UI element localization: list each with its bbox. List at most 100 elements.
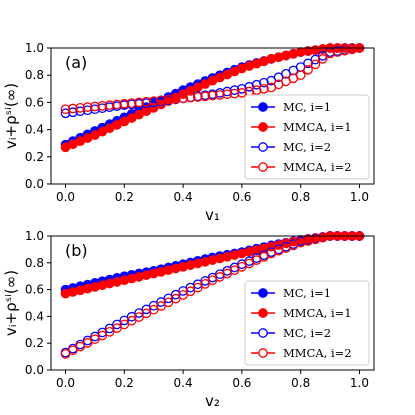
y-tick-label: 0.2: [25, 336, 44, 350]
data-point: [156, 297, 166, 307]
data-point: [97, 327, 108, 338]
panel-label: (b): [65, 241, 88, 260]
legend-entry: MC, i=2: [283, 140, 331, 154]
y-tick-label: 0.8: [25, 68, 44, 82]
chart-panel-1: 0.0 0.2 0.4 0.6 0.8 1.0 0.0 0.2 0.4 0.6 0.8 1.0 v₁ vᵢ…: [2, 41, 375, 224]
data-point: [112, 319, 122, 330]
x-tick-label: 0.2: [115, 190, 134, 204]
data-point: [163, 94, 174, 105]
data-point: [339, 45, 350, 56]
axes-frame: [50, 47, 375, 185]
data-point: [134, 312, 144, 322]
data-point: [112, 99, 122, 110]
y-tick-label: 0.4: [25, 309, 44, 323]
x-tick-label: 0.8: [291, 190, 310, 204]
data-point: [148, 96, 159, 106]
data-point: [104, 100, 115, 110]
legend-marker: [258, 288, 268, 298]
legend-marker: [258, 122, 268, 132]
legend: MC, i=1 MMCA, i=1 MC, i=2 MMCA, i=2: [244, 280, 370, 366]
data-point: [303, 236, 313, 246]
data-point: [97, 100, 108, 111]
y-tick-label: 1.0: [25, 229, 44, 243]
legend-entry: MMCA, i=2: [283, 346, 352, 360]
y-tick-label: 1.0: [25, 41, 44, 55]
data-point: [119, 98, 130, 109]
y-tick-label: 0.8: [25, 256, 44, 270]
legend-entry: MC, i=2: [283, 326, 331, 340]
x-tick-label: 0.6: [232, 376, 251, 390]
y-tick-label: 0.6: [25, 95, 44, 109]
y-tick-label: 0.6: [25, 283, 44, 297]
legend-marker: [258, 162, 268, 172]
data-point: [251, 85, 262, 96]
data-point: [178, 93, 188, 104]
data-point: [317, 54, 328, 64]
x-tick-label: 1.0: [350, 376, 369, 390]
data-point: [237, 88, 247, 98]
x-axis-label: v₁: [205, 206, 220, 224]
legend-marker: [258, 328, 268, 338]
data-point: [68, 103, 78, 114]
data-point: [82, 338, 93, 348]
data-point: [303, 58, 313, 69]
x-tick-label: 0.0: [56, 190, 75, 204]
data-point: [134, 97, 144, 108]
data-point: [295, 70, 306, 81]
series-2: [60, 231, 365, 299]
data-point: [75, 102, 86, 113]
data-point: [170, 94, 181, 104]
data-point: [141, 96, 152, 107]
x-tick-label: 0.4: [174, 190, 193, 204]
data-point: [207, 90, 218, 101]
axes-frame: [50, 235, 375, 371]
data-point: [185, 92, 196, 103]
data-point: [229, 88, 240, 99]
x-tick-label: 0.8: [291, 376, 310, 390]
data-point: [156, 95, 166, 106]
data-point: [222, 89, 233, 100]
x-axis-label: v₂: [205, 392, 220, 410]
legend-marker: [258, 348, 268, 358]
data-point: [126, 311, 137, 322]
legend-entry: MMCA, i=1: [283, 120, 352, 134]
y-axis-label: vᵢ+ρˢⁱ(∞): [2, 270, 20, 336]
data-point: [82, 102, 93, 113]
legend: MC, i=1 MMCA, i=1 MC, i=2 MMCA, i=2: [244, 94, 370, 180]
data-point: [60, 108, 71, 119]
data-point: [325, 48, 335, 59]
data-point: [310, 234, 321, 245]
data-point: [163, 297, 174, 308]
x-tick-label: 0.0: [56, 376, 75, 390]
legend-marker: [258, 142, 268, 152]
legend-entry: MMCA, i=1: [283, 306, 352, 320]
data-point: [68, 345, 78, 356]
data-point: [170, 289, 181, 300]
panel-label: (a): [65, 53, 87, 72]
data-point: [112, 323, 122, 333]
data-point: [347, 44, 357, 55]
y-tick-label: 0.4: [25, 123, 44, 137]
data-point: [310, 54, 321, 65]
data-point: [295, 237, 306, 248]
data-point: [90, 331, 100, 342]
data-point: [303, 64, 313, 75]
data-point: [178, 290, 188, 300]
x-tick-label: 1.0: [350, 190, 369, 204]
data-point: [215, 90, 225, 100]
series-4: [60, 43, 365, 115]
data-point: [104, 323, 115, 334]
legend-marker: [258, 102, 268, 112]
data-point: [60, 104, 71, 115]
data-point: [119, 319, 130, 330]
legend-marker: [258, 308, 268, 318]
data-point: [192, 92, 203, 102]
y-tick-label: 0.0: [25, 177, 44, 191]
x-tick-label: 0.4: [174, 376, 193, 390]
x-tick-label: 0.6: [232, 190, 251, 204]
x-tick-label: 0.2: [115, 376, 134, 390]
data-point: [90, 101, 100, 112]
legend-box: [244, 94, 370, 180]
y-tick-label: 0.0: [25, 363, 44, 377]
y-tick-label: 0.2: [25, 150, 44, 164]
